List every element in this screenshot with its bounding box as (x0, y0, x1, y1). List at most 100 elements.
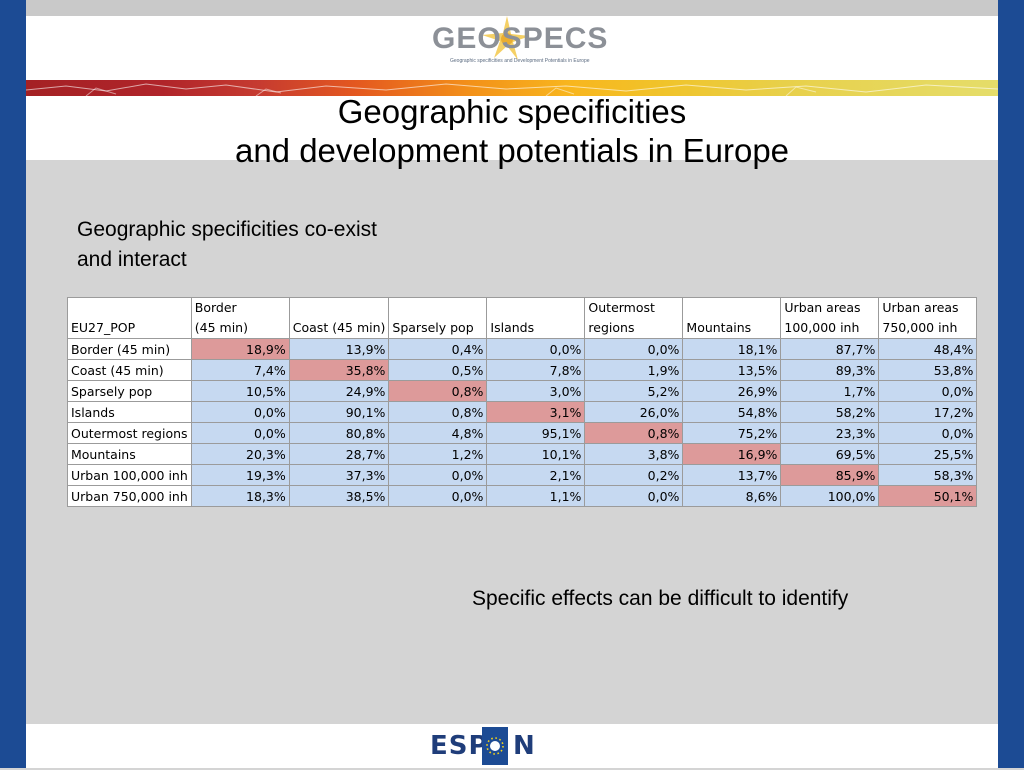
table-cell: 89,3% (780, 359, 880, 381)
title-area (26, 96, 998, 160)
column-header-line-1 (293, 299, 386, 319)
column-header-line-2: (45 min) (194, 320, 248, 335)
table-cell: 80,8% (288, 422, 390, 444)
column-header: Border (45 min) (190, 297, 290, 339)
table-cell: 95,1% (486, 422, 586, 444)
table-cell: 1,2% (388, 443, 488, 465)
highlighted-cell: 50,1% (878, 485, 978, 507)
map-strip (26, 80, 998, 96)
table-cell: 18,1% (682, 338, 782, 360)
table-cell: 13,5% (682, 359, 782, 381)
table-row: Mountains 20,3% 28,7% 1,2% 10,1% 3,8% 16,9% 69,… (67, 443, 978, 465)
table-cell: 23,3% (780, 422, 880, 444)
table-cell: 75,2% (682, 422, 782, 444)
right-side-bar (998, 0, 1024, 768)
table-cell: 18,3% (190, 485, 290, 507)
table-cell: 0,0% (584, 338, 684, 360)
note-text: Specific effects can be difficult to ide… (472, 587, 849, 610)
table-cell: 1,1% (486, 485, 586, 507)
column-header-line-2: Coast (45 min) (292, 320, 386, 335)
table-cell: 25,5% (878, 443, 978, 465)
column-header-line-2: 750,000 inh (882, 320, 958, 335)
table-cell: 7,4% (190, 359, 290, 381)
table-cell: 38,5% (288, 485, 390, 507)
table-cell: 13,7% (682, 464, 782, 486)
table-cell: 26,0% (584, 401, 684, 423)
row-label: Urban 750,000 inh (67, 485, 192, 507)
table-cell: 8,6% (682, 485, 782, 507)
highlighted-cell: 0,8% (584, 422, 684, 444)
table-cell: 0,0% (878, 380, 978, 402)
table-cell: 0,2% (584, 464, 684, 486)
top-band (26, 0, 998, 16)
table-row: Urban 100,000 inh 19,3% 37,3% 0,0% 2,1% 0,2% 1… (67, 464, 978, 486)
table-header-row: EU27_POP Border (45 min) Coast (45 min) Sp… (67, 297, 978, 339)
column-header: Mountains (682, 297, 782, 339)
column-header: Outermost regions (584, 297, 684, 339)
column-header: Urban areas 100,000 inh (780, 297, 880, 339)
table-cell: 2,1% (486, 464, 586, 486)
highlighted-cell: 18,9% (190, 338, 290, 360)
table-row: Sparsely pop 10,5% 24,9% 0,8% 3,0% 5,2% 26,9% 1… (67, 380, 978, 402)
column-header: Urban areas 750,000 inh (878, 297, 978, 339)
subtitle: Geographic specificities co-exist and in… (77, 215, 377, 275)
table-row: Coast (45 min) 7,4% 35,8% 0,5% 7,8% 1,9% 13,5%… (67, 359, 978, 381)
title-line-1: Geographic specificities (337, 93, 687, 130)
table-cell: 24,9% (288, 380, 390, 402)
table-cell: 13,9% (288, 338, 390, 360)
table-cell: 19,3% (190, 464, 290, 486)
table-cell: 0,0% (584, 485, 684, 507)
row-label: Islands (67, 401, 192, 423)
table-cell: 0,0% (878, 422, 978, 444)
table-cell: 53,8% (878, 359, 978, 381)
column-header-line-2: regions (588, 320, 635, 335)
table-row: Urban 750,000 inh 18,3% 38,5% 0,0% 1,1% 0,0% 8… (67, 485, 978, 507)
row-label: Coast (45 min) (67, 359, 192, 381)
footer-bar (26, 724, 998, 768)
espon-text-left: ESP (430, 731, 489, 761)
overlap-table: EU27_POP Border (45 min) Coast (45 min) Sp… (67, 297, 978, 507)
table-cell: 5,2% (584, 380, 684, 402)
table-cell: 1,7% (780, 380, 880, 402)
column-header-line-1: Urban areas (784, 300, 861, 315)
column-header-line-2: Islands (490, 320, 535, 335)
row-label: Border (45 min) (67, 338, 192, 360)
table-cell: 3,8% (584, 443, 684, 465)
table-cell: 0,0% (190, 422, 290, 444)
geospecs-logo: GEOSPECS Geographic specificities and De… (432, 16, 607, 66)
table-cell: 100,0% (780, 485, 880, 507)
table-cell: 20,3% (190, 443, 290, 465)
column-header-line-1 (392, 299, 483, 319)
page-title: Geographic specificities and development… (0, 92, 1024, 170)
subtitle-line-2: and interact (77, 248, 187, 271)
column-header-line-1: Outermost (588, 300, 655, 315)
table-cell: 58,3% (878, 464, 978, 486)
row-label: Mountains (67, 443, 192, 465)
table-cell: 48,4% (878, 338, 978, 360)
table-row: Border (45 min) 18,9% 13,9% 0,4% 0,0% 0,0% 18,… (67, 338, 978, 360)
row-label: Urban 100,000 inh (67, 464, 192, 486)
table-row: Islands 0,0% 90,1% 0,8% 3,1% 26,0% 54,8% 58,2% 1… (67, 401, 978, 423)
column-header: Islands (486, 297, 586, 339)
map-outline-icon (26, 83, 998, 96)
column-header-line-1: Border (194, 300, 237, 315)
column-header-line-2: Sparsely pop (392, 320, 474, 335)
table-cell: 87,7% (780, 338, 880, 360)
table-cell: 10,5% (190, 380, 290, 402)
highlighted-cell: 35,8% (288, 359, 390, 381)
table-cell: 1,9% (584, 359, 684, 381)
table-cell: 37,3% (288, 464, 390, 486)
table-cell: 28,7% (288, 443, 390, 465)
table-cell: 17,2% (878, 401, 978, 423)
table-cell: 0,8% (388, 401, 488, 423)
column-header-line-1 (490, 299, 581, 319)
espon-text-right: N (513, 731, 536, 761)
table-cell: 0,0% (388, 485, 488, 507)
table-cell: 7,8% (486, 359, 586, 381)
table-cell: 0,4% (388, 338, 488, 360)
geospecs-tagline: Geographic specificities and Development… (450, 58, 590, 64)
table-cell: 3,0% (486, 380, 586, 402)
title-line-2: and development potentials in Europe (234, 132, 790, 169)
highlighted-cell: 0,8% (388, 380, 488, 402)
column-header: Sparsely pop (388, 297, 488, 339)
